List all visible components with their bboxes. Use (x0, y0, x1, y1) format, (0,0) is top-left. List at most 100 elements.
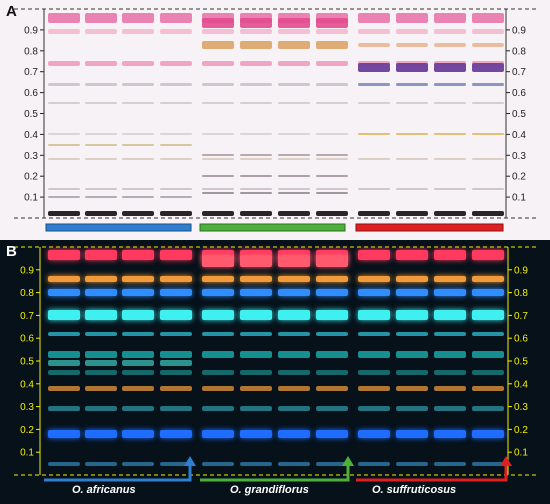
band (316, 275, 348, 282)
band (396, 63, 428, 73)
rf-tick-label-left: 0.7 (20, 311, 34, 322)
band (278, 17, 310, 28)
band (202, 310, 234, 321)
band (396, 82, 428, 86)
band (48, 143, 80, 146)
band (358, 429, 390, 438)
band (358, 369, 390, 375)
band (434, 13, 466, 24)
band (278, 461, 310, 466)
rf-tick-label-left: 0.5 (20, 357, 34, 368)
band (85, 385, 117, 391)
band (202, 275, 234, 282)
band (396, 211, 428, 217)
band (122, 369, 154, 375)
track-lane (358, 0, 390, 240)
band (202, 191, 234, 194)
band (278, 369, 310, 375)
band (472, 187, 504, 190)
band (434, 461, 466, 466)
band (316, 154, 348, 157)
rf-tick-label-left: 0.1 (20, 448, 34, 459)
band (278, 40, 310, 49)
band (240, 429, 272, 438)
band (122, 289, 154, 297)
band (396, 289, 428, 297)
band (85, 13, 117, 24)
band (240, 187, 272, 190)
band (434, 187, 466, 190)
band (160, 385, 192, 391)
band (160, 158, 192, 161)
band (160, 461, 192, 466)
track-lane (48, 240, 80, 504)
band (85, 60, 117, 66)
band (122, 406, 154, 412)
band (240, 406, 272, 412)
band (278, 331, 310, 336)
band (278, 275, 310, 282)
band (202, 133, 234, 136)
band (278, 211, 310, 217)
band (316, 175, 348, 178)
band (396, 406, 428, 412)
band (122, 275, 154, 282)
band (85, 102, 117, 105)
band (48, 310, 80, 321)
band (472, 133, 504, 136)
band (316, 17, 348, 28)
rf-tick-label-right: 0.9 (514, 265, 528, 276)
band (48, 187, 80, 190)
band (202, 211, 234, 217)
band (122, 196, 154, 199)
band (472, 350, 504, 358)
lanes-b (0, 240, 550, 504)
band (48, 60, 80, 66)
band (48, 331, 80, 336)
band (396, 102, 428, 105)
rf-tick-label-left: 0.3 (20, 402, 34, 413)
band (240, 154, 272, 157)
rf-tick-label-right: 0.6 (514, 334, 528, 345)
band (240, 289, 272, 297)
band (240, 17, 272, 28)
band (48, 369, 80, 375)
band (358, 406, 390, 412)
band (316, 102, 348, 105)
band (358, 13, 390, 24)
band (358, 331, 390, 336)
band (396, 187, 428, 190)
band (48, 102, 80, 105)
track-lane (48, 0, 80, 240)
rf-tick-label-left: 0.5 (24, 109, 38, 120)
rf-tick-label-left: 0.9 (20, 265, 34, 276)
track-lane (202, 0, 234, 240)
band (122, 13, 154, 24)
band (278, 385, 310, 391)
band (85, 461, 117, 466)
band (48, 289, 80, 297)
band (316, 40, 348, 49)
band (202, 187, 234, 190)
band (160, 331, 192, 336)
band (472, 29, 504, 35)
band (85, 133, 117, 136)
band (240, 175, 272, 178)
band (240, 82, 272, 86)
band (202, 175, 234, 178)
track-lane (278, 0, 310, 240)
rf-scale-b: 0.9 0.9 0.8 0.8 0.7 0.7 0.6 0.6 0.5 0.5 0.4 0.4 0.3 0… (14, 246, 536, 482)
band (48, 249, 80, 260)
track-lane (278, 240, 310, 504)
band (396, 29, 428, 35)
band (85, 158, 117, 161)
band (160, 275, 192, 282)
band (358, 187, 390, 190)
band (396, 350, 428, 358)
band (122, 29, 154, 35)
band (434, 102, 466, 105)
band (316, 406, 348, 412)
band (278, 310, 310, 321)
band (202, 350, 234, 358)
band (278, 289, 310, 297)
